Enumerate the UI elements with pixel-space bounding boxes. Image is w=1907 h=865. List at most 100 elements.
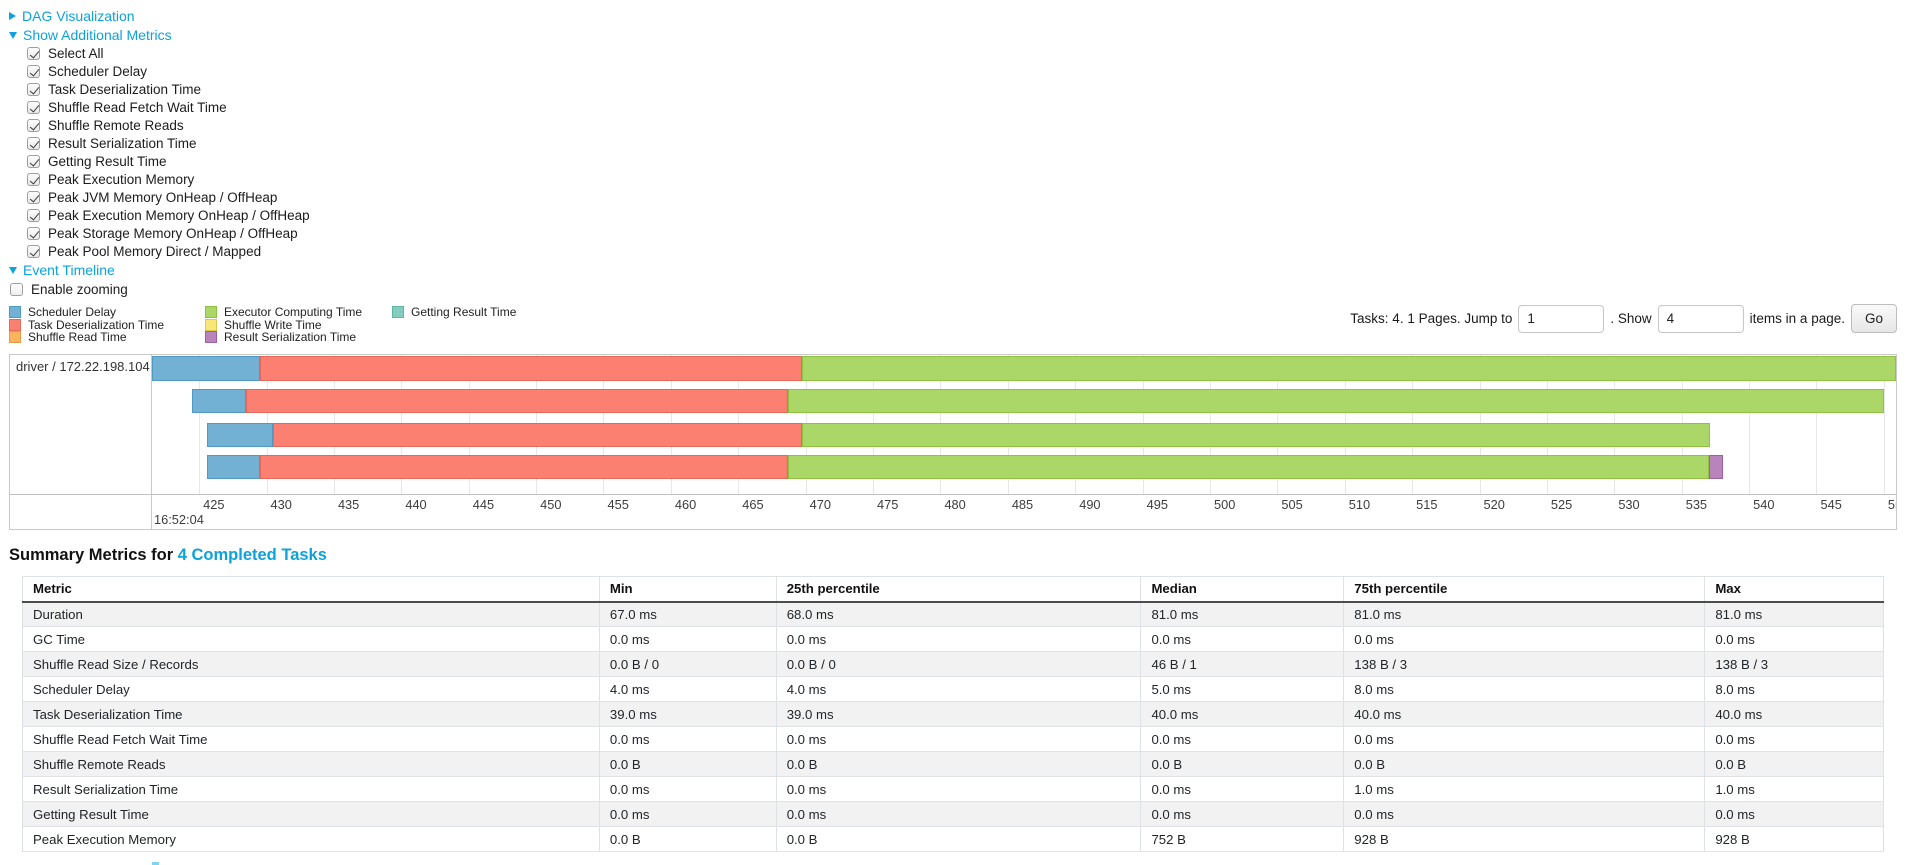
metric-checkbox[interactable] [27,244,40,258]
metric-checkbox[interactable] [27,154,40,168]
legend-item-label: Shuffle Write Time [224,317,322,332]
timeline-plot [152,355,1896,494]
task-bar-segment-executor-computing[interactable] [801,356,1896,381]
summary-metric-name: Scheduler Delay [22,676,600,702]
axis-tick-label: 545 [1820,497,1842,512]
task-bar-segment-scheduler-delay[interactable] [152,356,260,381]
dag-visualization-toggle[interactable]: DAG Visualization [9,6,1897,25]
summary-metric-value: 0.0 ms [775,726,1142,752]
items-per-page-input[interactable] [1657,304,1744,333]
metric-checkbox[interactable] [27,82,40,96]
summary-table-row: Scheduler Delay 4.0 ms 4.0 ms 5.0 ms 8.0 ms 8… [22,676,1884,702]
enable-zooming-row: Enable zooming [10,280,1897,298]
axis-tick-label: 540 [1753,497,1775,512]
summary-metric-value: 40.0 ms [1704,701,1884,727]
task-deserialization-swatch-icon [9,318,21,331]
metric-checkbox[interactable] [27,118,40,132]
go-button[interactable]: Go [1850,304,1897,333]
metric-checkbox[interactable] [27,64,40,78]
timeline-header: Scheduler Delay Task Deserialization Time… [9,304,1897,354]
executor-computing-swatch-icon [205,306,217,319]
metric-checkbox[interactable] [27,100,40,114]
task-bar-segment-scheduler-delay[interactable] [207,455,260,479]
metric-checkbox-row: Result Serialization Time [27,134,1897,152]
summary-metric-value: 0.0 ms [1140,801,1345,827]
axis-label-spacer [10,495,152,529]
metric-checkbox-label: Peak JVM Memory OnHeap / OffHeap [48,189,278,205]
task-bar-segment-executor-computing[interactable] [801,423,1710,447]
task-bar-segment-task-deserialization[interactable] [259,356,802,381]
metric-checkbox-row: Peak Storage Memory OnHeap / OffHeap [27,224,1897,242]
jump-to-page-input[interactable] [1518,304,1605,333]
task-bar-segment-task-deserialization[interactable] [259,455,789,479]
scheduler-delay-swatch-icon [9,306,21,319]
summary-metric-value: 0.0 ms [1343,801,1706,827]
summary-metric-value: 8.0 ms [1343,676,1706,702]
shuffle-write-swatch-icon [205,318,217,331]
dag-visualization-label: DAG Visualization [22,7,135,24]
axis-major-label: 16:52:04 [154,512,204,527]
summary-table-row: Shuffle Remote Reads 0.0 B 0.0 B 0.0 B 0.0 B… [22,751,1884,777]
summary-metric-value: 0.0 B [775,826,1142,852]
summary-metric-value: 81.0 ms [1140,601,1345,627]
timeline-legend: Scheduler Delay Task Deserialization Time… [9,305,1897,344]
task-bar-segment-result-serialization[interactable] [1708,455,1724,479]
summary-metric-value: 0.0 ms [1704,726,1884,752]
executor-group-label: driver / 172.22.198.104 [10,355,152,494]
event-timeline-toggle[interactable]: Event Timeline [9,260,1897,279]
metric-checkbox[interactable] [27,172,40,186]
summary-metric-value: 0.0 ms [775,626,1142,652]
task-bar[interactable] [152,423,1896,447]
task-bar[interactable] [152,356,1896,381]
legend-column: Scheduler Delay Task Deserialization Time… [9,305,205,344]
axis-tick-label: 510 [1348,497,1371,512]
summary-metric-value: 138 B / 3 [1704,651,1884,677]
axis-tick-label: 520 [1483,497,1505,512]
metric-checkbox-label: Shuffle Remote Reads [48,117,184,133]
axis-tick-label: 530 [1618,497,1640,512]
enable-zooming-checkbox[interactable] [10,282,23,296]
axis-tick-label: 485 [1011,497,1034,512]
metric-checkbox[interactable] [27,190,40,204]
axis-tick-label: 515 [1416,497,1438,512]
summary-metric-value: 0.0 ms [1140,626,1345,652]
axis-tick-label: 470 [809,497,832,512]
task-bar-segment-task-deserialization[interactable] [246,389,789,413]
metric-checkbox-label: Select All [48,45,104,61]
axis-tick-label: 525 [1550,497,1573,512]
metric-checkbox[interactable] [27,226,40,240]
task-bar-segment-executor-computing[interactable] [788,389,1884,413]
axis-tick-label: 505 [1281,497,1303,512]
metric-checkbox[interactable] [27,46,40,60]
legend-item: Scheduler Delay [9,305,205,319]
summary-metrics-table: Metric Min 25th percentile Median 75th perce… [22,576,1884,852]
task-bar-segment-scheduler-delay[interactable] [207,423,274,447]
axis-tick-label: 425 [203,497,225,512]
gridline [1749,355,1751,494]
task-bar-segment-executor-computing[interactable] [788,455,1709,479]
axis-tick-label: 430 [270,497,292,512]
completed-tasks-link[interactable]: 4 Completed Tasks [177,546,327,564]
task-bar-segment-task-deserialization[interactable] [273,423,802,447]
summary-table-row: Result Serialization Time 0.0 ms 0.0 ms 0.0… [22,776,1884,802]
axis-tick-label: 480 [944,497,966,512]
task-bar[interactable] [152,455,1896,479]
metric-checkbox-label: Peak Storage Memory OnHeap / OffHeap [48,225,298,241]
legend-item-label: Task Deserialization Time [28,317,165,332]
summary-metric-value: 0.0 B [1140,751,1345,777]
task-bar[interactable] [152,389,1896,413]
metric-checkbox-row: Select All [27,44,1897,62]
metric-checkbox-row: Peak Execution Memory [27,170,1897,188]
show-additional-metrics-toggle[interactable]: Show Additional Metrics [9,25,1897,44]
metric-checkbox[interactable] [27,136,40,150]
summary-metric-value: 0.0 B [1704,751,1884,777]
chevron-right-icon [9,11,16,20]
metric-checkbox[interactable] [27,208,40,222]
summary-metric-name: GC Time [22,626,600,652]
summary-column-header: Metric [22,576,600,603]
timeline-bars-section: driver / 172.22.198.104 [10,355,1896,495]
axis-tick-label: 500 [1213,497,1236,512]
metric-checkbox-row: Shuffle Read Fetch Wait Time [27,98,1897,116]
items-per-page-label: items in a page. [1749,311,1845,326]
task-bar-segment-scheduler-delay[interactable] [192,389,247,413]
